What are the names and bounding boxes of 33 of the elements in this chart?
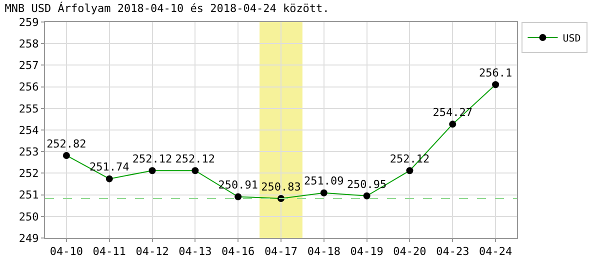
x-tick-label: 04-12	[136, 245, 169, 258]
data-label: 250.83	[261, 180, 301, 194]
y-tick-label: 249	[18, 232, 39, 245]
y-tick-label: 257	[18, 59, 39, 72]
data-label: 251.09	[304, 174, 344, 188]
x-tick-label: 04-20	[393, 245, 426, 258]
x-tick-label: 04-18	[307, 245, 340, 258]
y-tick-label: 250	[18, 210, 39, 224]
y-tick-label: 253	[18, 145, 39, 158]
legend-label: USD	[562, 33, 581, 44]
chart-title: MNB USD Árfolyam 2018-04-10 és 2018-04-24 között.	[4, 0, 330, 15]
x-tick-label: 04-10	[50, 245, 84, 258]
y-tick-label: 259	[18, 16, 39, 29]
x-tick-label: 04-11	[92, 245, 126, 258]
data-label: 256.1	[478, 66, 512, 80]
x-tick-label: 04-17	[264, 245, 298, 258]
data-label: 252.82	[46, 137, 86, 150]
y-tick-label: 254	[18, 124, 40, 137]
data-label: 250.95	[346, 178, 387, 191]
data-label: 252.12	[132, 152, 172, 166]
y-tick-label: 255	[18, 102, 39, 116]
y-tick-label: 258	[18, 37, 39, 50]
data-label: 252.12	[175, 152, 216, 166]
x-tick-label: 04-24	[478, 245, 512, 258]
y-tick-label: 251	[18, 188, 39, 202]
x-tick-label: 04-19	[350, 245, 384, 258]
x-tick-label: 04-16	[222, 245, 255, 258]
x-tick-label: 04-13	[178, 245, 212, 258]
data-label: 251.74	[89, 160, 130, 174]
y-tick-label: 256	[18, 80, 39, 94]
x-tick-label: 04-23	[436, 245, 470, 258]
y-tick-label: 252	[18, 167, 39, 180]
data-label: 250.91	[218, 178, 258, 192]
